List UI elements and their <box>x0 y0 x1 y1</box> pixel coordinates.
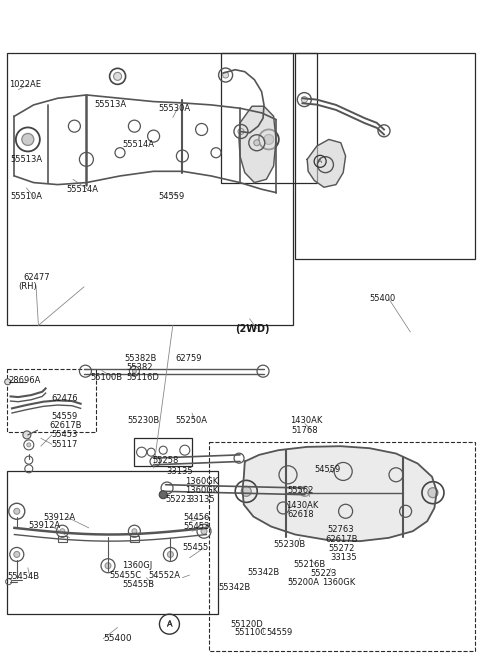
Circle shape <box>114 72 121 80</box>
Circle shape <box>159 491 167 499</box>
Circle shape <box>241 486 251 497</box>
Text: 55453: 55453 <box>52 430 78 440</box>
Circle shape <box>22 133 34 145</box>
Circle shape <box>14 551 20 558</box>
Circle shape <box>27 443 31 447</box>
Text: 55117: 55117 <box>52 440 78 449</box>
Text: 55454B: 55454B <box>7 572 39 581</box>
Text: 55110C: 55110C <box>234 628 266 637</box>
Text: 55453: 55453 <box>183 522 210 531</box>
Bar <box>295 53 475 259</box>
Text: A: A <box>329 469 333 474</box>
Circle shape <box>238 128 244 135</box>
Text: 55250A: 55250A <box>176 416 208 425</box>
Text: 55455C: 55455C <box>109 570 142 580</box>
Text: 55514A: 55514A <box>122 140 155 149</box>
Text: 62759: 62759 <box>175 354 202 363</box>
Circle shape <box>14 508 20 515</box>
Text: 55382B: 55382B <box>125 354 157 363</box>
Text: 55216B: 55216B <box>294 560 326 569</box>
Text: 54552A: 54552A <box>149 570 181 580</box>
Text: 1360GK: 1360GK <box>323 578 356 588</box>
Bar <box>7 53 293 325</box>
Circle shape <box>60 529 65 534</box>
Text: 52763: 52763 <box>327 525 353 535</box>
Text: 55514A: 55514A <box>66 185 98 194</box>
Text: 55562: 55562 <box>287 486 313 495</box>
Circle shape <box>264 134 274 145</box>
Circle shape <box>105 562 111 569</box>
Text: 28696A: 28696A <box>9 376 41 385</box>
Circle shape <box>223 72 228 78</box>
Text: 55230B: 55230B <box>274 540 306 549</box>
Text: 55230B: 55230B <box>127 416 159 425</box>
Text: 33135: 33135 <box>189 495 215 505</box>
Text: 33135: 33135 <box>166 467 192 476</box>
Text: 55513A: 55513A <box>11 155 43 164</box>
Text: 54456: 54456 <box>183 513 210 522</box>
Text: 1022AE: 1022AE <box>9 80 41 89</box>
Text: 55513A: 55513A <box>94 100 126 109</box>
Text: 55200A: 55200A <box>287 578 319 588</box>
Text: 54559: 54559 <box>52 412 78 421</box>
Text: 55272: 55272 <box>329 544 355 553</box>
Circle shape <box>428 487 438 498</box>
Text: 55258: 55258 <box>153 456 179 465</box>
Text: A: A <box>318 159 322 164</box>
Text: 55382: 55382 <box>126 363 153 373</box>
Text: 55400: 55400 <box>370 294 396 303</box>
Text: 53912A: 53912A <box>43 513 75 522</box>
Polygon shape <box>242 446 437 541</box>
Circle shape <box>168 551 173 558</box>
Text: 55100B: 55100B <box>90 373 122 382</box>
Text: 62618: 62618 <box>287 510 313 519</box>
Text: 1360GJ: 1360GJ <box>122 561 153 570</box>
Bar <box>134 438 192 466</box>
Bar <box>221 53 317 183</box>
Circle shape <box>201 528 207 535</box>
Circle shape <box>5 378 11 385</box>
Text: 55455: 55455 <box>182 543 209 552</box>
Circle shape <box>132 529 137 534</box>
Text: 55223: 55223 <box>166 495 192 505</box>
Text: 54559: 54559 <box>266 628 292 637</box>
Text: 55455B: 55455B <box>122 580 155 589</box>
Bar <box>209 442 475 651</box>
Text: 54559: 54559 <box>158 192 185 201</box>
Text: 62617B: 62617B <box>49 421 82 430</box>
Text: 62476: 62476 <box>52 394 78 403</box>
Circle shape <box>301 96 307 103</box>
Text: 55120D: 55120D <box>230 620 263 629</box>
Polygon shape <box>307 139 346 187</box>
Text: 1430AK: 1430AK <box>287 501 319 510</box>
Text: A: A <box>167 621 172 627</box>
Text: (2WD): (2WD) <box>235 323 270 334</box>
Text: 51768: 51768 <box>292 426 318 435</box>
Bar <box>7 471 218 614</box>
Circle shape <box>132 369 136 373</box>
Text: 55223: 55223 <box>311 569 337 578</box>
Text: 62477: 62477 <box>23 273 49 282</box>
Bar <box>58 536 67 542</box>
Text: (RH): (RH) <box>18 282 37 291</box>
Circle shape <box>23 431 31 439</box>
Text: 55116D: 55116D <box>126 373 159 382</box>
Text: 1360GK: 1360GK <box>185 477 218 486</box>
Polygon shape <box>239 106 276 183</box>
Text: 53912A: 53912A <box>29 521 61 531</box>
Bar <box>7 369 96 432</box>
Text: 54559: 54559 <box>314 465 341 474</box>
Text: 1360GK: 1360GK <box>185 486 218 495</box>
Text: 55530A: 55530A <box>158 104 191 113</box>
Text: A: A <box>167 620 172 629</box>
Text: 1430AK: 1430AK <box>290 416 323 426</box>
Text: 55510A: 55510A <box>11 192 43 201</box>
Text: 55400: 55400 <box>103 634 132 643</box>
Text: 55342B: 55342B <box>247 568 279 577</box>
Text: 33135: 33135 <box>330 553 357 562</box>
Text: 62617B: 62617B <box>325 535 358 544</box>
Circle shape <box>254 139 260 146</box>
Text: 55342B: 55342B <box>218 583 250 592</box>
Bar <box>130 536 139 542</box>
